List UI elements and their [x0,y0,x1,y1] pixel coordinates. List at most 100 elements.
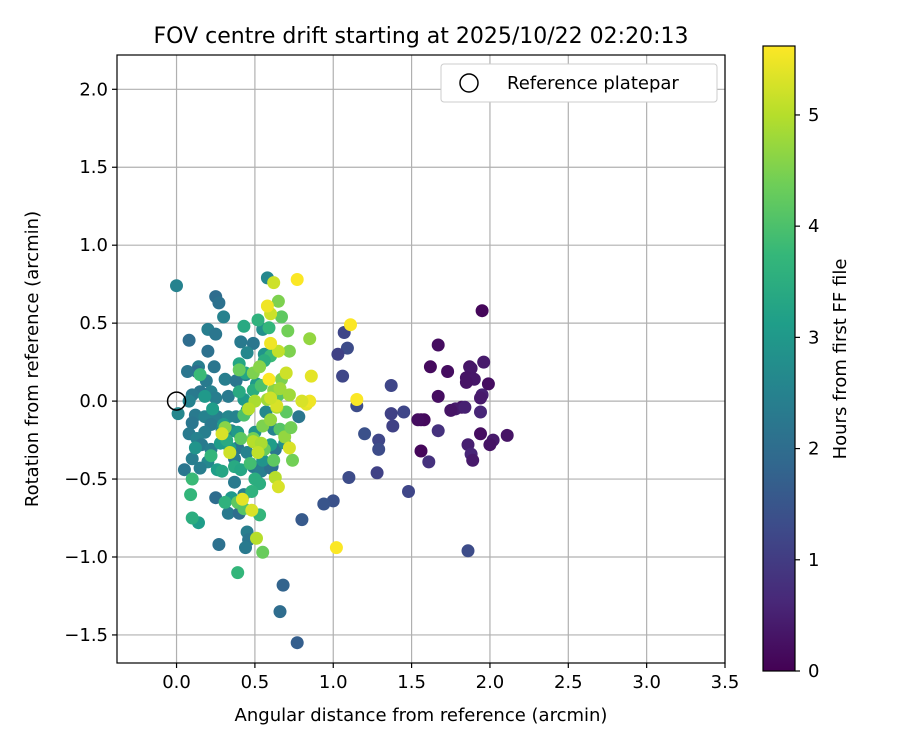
data-point [185,416,199,430]
data-point [282,441,296,455]
data-point [342,471,356,484]
data-point [256,545,270,559]
data-point [331,347,345,361]
data-point [304,369,318,383]
data-point [185,511,199,525]
data-point [275,310,288,324]
data-point [245,503,259,517]
data-point [251,446,265,459]
x-tick-label: 3.0 [632,672,661,693]
data-point [295,394,309,408]
data-point [262,321,276,335]
data-point [182,394,196,408]
data-point [182,333,196,347]
data-point [431,338,445,352]
data-point [281,324,295,338]
data-point [264,336,278,350]
data-point [273,382,287,396]
reference-point-marker [166,391,187,411]
data-point [370,466,384,480]
data-point [271,480,285,494]
data-point [193,368,207,382]
data-point [411,413,425,427]
data-point [431,424,445,438]
data-point [242,402,256,416]
data-point [181,365,194,378]
data-point [207,360,221,374]
colorbar-label: Hours from first FF file [830,259,851,460]
data-point [458,400,472,414]
data-point [459,375,473,389]
data-point [212,538,226,551]
data-point [251,313,265,327]
data-point [232,363,246,377]
data-point [253,360,267,374]
data-point [384,379,398,392]
data-point [271,294,285,308]
chart-title: FOV centre drift starting at 2025/10/22 … [154,24,689,49]
data-point [466,453,480,467]
colorbar-gradient [762,45,796,672]
data-point [423,360,437,374]
data-point [278,430,292,444]
data-point [260,299,274,313]
x-tick-label: 3.5 [711,672,740,693]
data-point [477,355,491,369]
data-point [500,428,514,442]
y-tick-label: 0.5 [79,313,108,334]
data-point [234,335,248,349]
data-point [475,304,489,318]
data-point [290,273,304,286]
data-point [344,318,357,332]
data-point [329,541,343,555]
data-point [235,492,249,506]
data-point [402,485,415,498]
colorbar-tick-label: 1 [808,550,819,571]
data-point [240,346,254,360]
data-point [303,332,317,346]
data-point [231,566,245,580]
data-point [229,374,243,388]
data-point [185,452,199,466]
y-axis-ticks: −1.5 −1.0 −0.5 0.0 0.5 1.0 1.5 2.0 [64,79,117,646]
data-point [218,495,232,509]
data-point [198,389,212,403]
data-point [232,385,246,399]
data-point [201,344,215,358]
data-point [397,405,411,419]
data-point [221,506,235,520]
data-point [474,391,487,405]
colorbar-tick-label: 0 [808,661,819,682]
legend: Reference platepar [440,63,718,103]
data-point [267,276,281,290]
colorbar-tick-label: 3 [808,327,819,348]
data-point [262,372,276,386]
data-point [386,419,400,433]
colorbar-ticks: 0 1 2 3 4 5 [795,105,819,682]
data-point [431,389,445,403]
x-axis-label: Angular distance from reference (arcmin) [235,705,608,726]
x-tick-label: 1.5 [397,672,426,693]
data-point [184,488,198,502]
data-point [481,377,495,391]
data-point [228,475,241,489]
data-point [170,279,183,293]
y-axis-label: Rotation from reference (arcmin) [22,211,43,507]
data-point [279,366,293,380]
data-point [239,541,252,555]
data-point [209,327,223,341]
x-axis-ticks: 0.0 0.5 1.0 1.5 2.0 2.5 3.0 3.5 [162,663,739,693]
data-point [474,405,487,419]
data-point [483,438,497,452]
data-point [234,432,248,445]
data-point [215,464,229,478]
data-point [372,442,386,456]
data-point [461,544,475,558]
x-tick-label: 1.0 [319,672,348,693]
data-point [221,389,235,403]
x-tick-label: 2.5 [554,672,583,693]
data-point [444,403,458,417]
x-tick-label: 0.0 [162,672,191,693]
data-point [350,393,364,406]
